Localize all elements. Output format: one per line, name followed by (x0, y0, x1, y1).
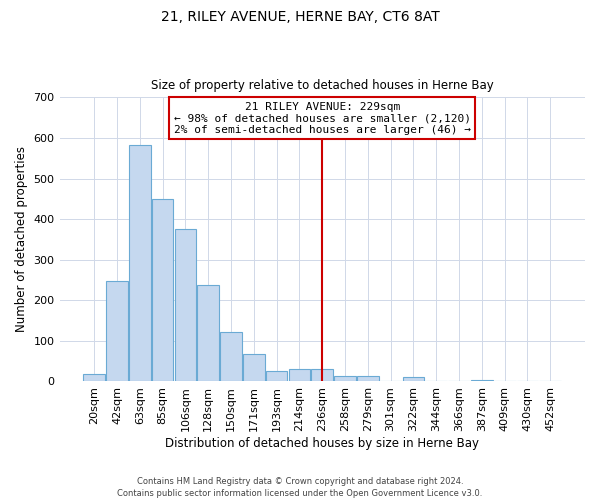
Bar (539, 380, 561, 382)
Bar (243, 354, 265, 382)
Bar (289, 369, 310, 382)
Y-axis label: Number of detached properties: Number of detached properties (15, 146, 28, 332)
Bar (403, 378, 424, 382)
Bar (152, 199, 173, 382)
Bar (471, 380, 493, 382)
Text: 21 RILEY AVENUE: 229sqm
← 98% of detached houses are smaller (2,120)
2% of semi-: 21 RILEY AVENUE: 229sqm ← 98% of detache… (174, 102, 471, 135)
Text: Contains HM Land Registry data © Crown copyright and database right 2024.
Contai: Contains HM Land Registry data © Crown c… (118, 476, 482, 498)
Bar (266, 372, 287, 382)
Text: 21, RILEY AVENUE, HERNE BAY, CT6 8AT: 21, RILEY AVENUE, HERNE BAY, CT6 8AT (161, 10, 439, 24)
Title: Size of property relative to detached houses in Herne Bay: Size of property relative to detached ho… (151, 79, 494, 92)
Bar (175, 229, 196, 382)
X-axis label: Distribution of detached houses by size in Herne Bay: Distribution of detached houses by size … (165, 437, 479, 450)
Bar (334, 376, 356, 382)
Bar (83, 374, 105, 382)
Bar (129, 145, 151, 382)
Bar (220, 332, 242, 382)
Bar (106, 281, 128, 382)
Bar (357, 376, 379, 382)
Bar (197, 286, 219, 382)
Bar (311, 369, 333, 382)
